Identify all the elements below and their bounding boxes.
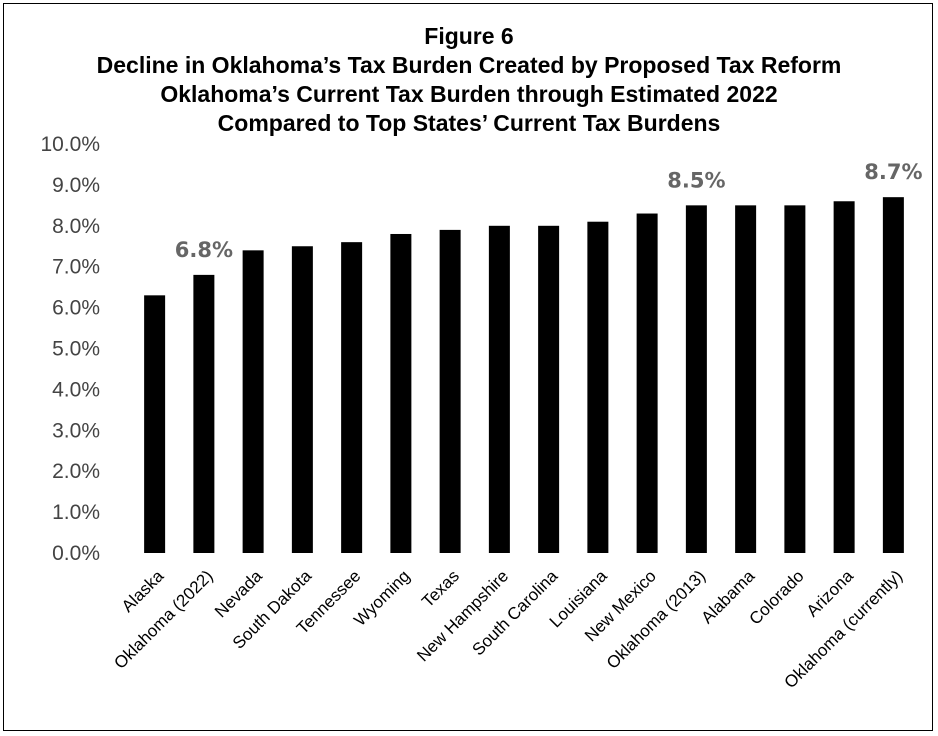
y-tick-label: 7.0% — [52, 256, 100, 279]
data-label: 6.8% — [175, 238, 233, 262]
y-tick-label: 3.0% — [52, 419, 100, 442]
data-label: 8.7% — [864, 160, 922, 184]
chart-subtitle-3: Compared to Top States’ Current Tax Burd… — [217, 110, 721, 136]
y-tick-label: 4.0% — [52, 378, 100, 401]
y-tick-label: 2.0% — [52, 460, 100, 483]
y-tick-label: 1.0% — [52, 501, 100, 524]
y-tick-label: 5.0% — [52, 338, 100, 361]
bar — [587, 221, 609, 553]
bar — [882, 197, 904, 554]
bar — [390, 233, 412, 554]
bar — [784, 205, 806, 553]
chart-subtitle-1: Decline in Oklahoma’s Tax Burden Created… — [96, 52, 842, 78]
bar — [242, 250, 264, 553]
y-tick-label: 10.0% — [40, 133, 100, 156]
data-labels: 6.8% 8.5% 8.7% — [175, 160, 923, 262]
x-category-label: Colorado — [745, 566, 807, 628]
chart-titles: Figure 6 Decline in Oklahoma’s Tax Burde… — [0, 22, 938, 138]
y-tick-label: 6.0% — [52, 297, 100, 320]
bar — [193, 274, 215, 553]
bar — [488, 225, 510, 554]
bar — [291, 246, 313, 553]
data-label: 8.5% — [667, 168, 725, 192]
y-axis-ticks: 0.0% 1.0% 2.0% 3.0% 4.0% 5.0% 6.0% 7.0% 8.0% 9.0%… — [40, 133, 100, 565]
y-tick-label: 8.0% — [52, 215, 100, 238]
y-tick-label: 0.0% — [52, 542, 100, 565]
bars — [144, 197, 904, 554]
x-category-label: Texas — [418, 566, 463, 611]
chart-subtitle-2: Oklahoma’s Current Tax Burden through Es… — [160, 81, 778, 107]
y-tick-label: 9.0% — [52, 174, 100, 197]
x-category-label: South Carolina — [468, 566, 561, 659]
bar — [833, 201, 855, 553]
bar — [636, 213, 658, 553]
bar — [341, 242, 363, 553]
bar — [685, 205, 707, 553]
bar — [538, 225, 560, 554]
chart-title: Figure 6 — [424, 23, 514, 49]
bar — [144, 295, 166, 553]
bar — [735, 205, 757, 553]
bar — [439, 229, 461, 553]
